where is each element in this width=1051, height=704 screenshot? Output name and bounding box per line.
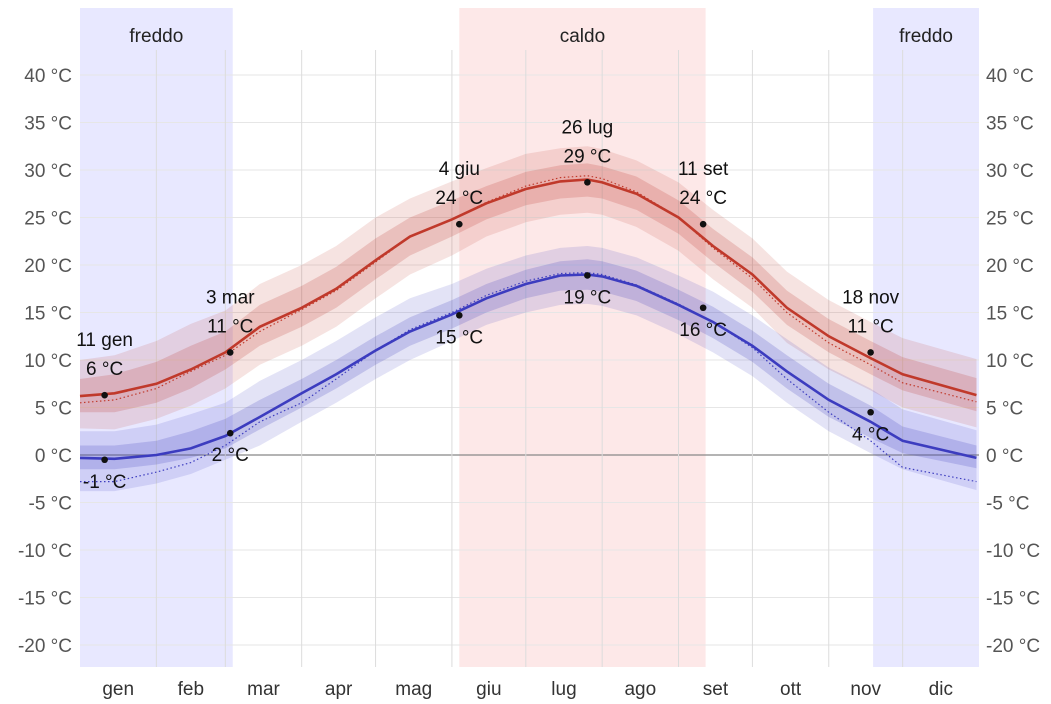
- high-mean-line: [79, 178, 977, 398]
- annotation-value: 11 °C: [847, 316, 893, 337]
- annotation-date: 11 set: [678, 159, 729, 180]
- annotation-value: 4 °C: [852, 424, 889, 445]
- y-tick-label-right: 40 °C: [986, 66, 1034, 87]
- y-tick-label-left: 20 °C: [24, 256, 72, 277]
- y-tick-label-left: 40 °C: [24, 66, 72, 87]
- annotation-point: [456, 220, 463, 228]
- low-mean-line: [79, 273, 977, 461]
- high-dotted-line: [79, 175, 977, 404]
- y-tick-label-right: 10 °C: [986, 351, 1034, 372]
- y-tick-label-right: 20 °C: [986, 256, 1034, 277]
- low-band-10-90: [80, 246, 977, 492]
- annotation-point: [867, 408, 874, 416]
- y-tick-label-right: -20 °C: [986, 636, 1040, 657]
- high-band-25-75: [80, 163, 977, 413]
- y-tick-label-right: 25 °C: [986, 209, 1034, 230]
- month-label: dic: [929, 679, 953, 700]
- annotation-value: 29 °C: [564, 146, 612, 167]
- annotation-point: [456, 312, 463, 319]
- month-label: mag: [395, 679, 432, 700]
- season-label: freddo: [899, 26, 953, 47]
- annotation-date: 3 mar: [206, 287, 255, 308]
- y-tick-label-left: 5 °C: [35, 399, 72, 420]
- month-label: apr: [325, 679, 353, 700]
- y-tick-label-right: 5 °C: [986, 399, 1023, 420]
- y-tick-label-left: -5 °C: [29, 494, 73, 515]
- month-label: ago: [624, 679, 656, 700]
- annotation-point: [699, 304, 707, 312]
- month-label: nov: [850, 679, 881, 700]
- annotation-point: [867, 349, 874, 356]
- annotation-point: [699, 220, 707, 228]
- annotation-value: 19 °C: [564, 287, 612, 308]
- annotation-point: [584, 179, 591, 186]
- annotation-point: [226, 429, 234, 437]
- y-tick-label-left: 10 °C: [24, 351, 72, 372]
- annotation-value: 24 °C: [679, 188, 727, 209]
- season-label: freddo: [129, 26, 183, 47]
- y-tick-label-left: 0 °C: [35, 446, 72, 467]
- high-band-10-90: [80, 146, 977, 430]
- month-label: feb: [178, 679, 204, 700]
- y-tick-label-left: 25 °C: [24, 209, 72, 230]
- month-label: ott: [780, 679, 802, 700]
- y-tick-label-left: 15 °C: [24, 304, 72, 325]
- month-label: lug: [551, 679, 576, 700]
- annotation-value: 24 °C: [435, 188, 483, 209]
- annotation-value: 11 °C: [207, 316, 253, 337]
- y-tick-label-right: 15 °C: [986, 304, 1034, 325]
- season-band: [873, 8, 979, 667]
- annotation-date: 26 lug: [561, 117, 613, 138]
- annotation-point: [101, 391, 108, 399]
- y-tick-label-right: -15 °C: [986, 589, 1040, 610]
- month-label: mar: [247, 679, 280, 700]
- annotation-date: 11 gen: [76, 330, 133, 351]
- month-label: giu: [476, 679, 501, 700]
- y-tick-label-right: 0 °C: [986, 446, 1023, 467]
- y-tick-label-left: -10 °C: [18, 541, 72, 562]
- low-band-25-75: [80, 259, 977, 470]
- annotation-value: 6 °C: [86, 359, 123, 380]
- y-tick-label-left: 35 °C: [24, 114, 72, 135]
- y-tick-label-left: -15 °C: [18, 589, 72, 610]
- y-tick-label-right: -10 °C: [986, 541, 1040, 562]
- y-tick-label-right: 35 °C: [986, 114, 1034, 135]
- annotation-value: -1 °C: [83, 472, 127, 493]
- annotation-value: 16 °C: [679, 320, 727, 341]
- y-tick-label-left: 30 °C: [24, 161, 72, 182]
- annotation-point: [584, 272, 591, 279]
- annotation-point: [101, 456, 108, 464]
- annotation-date: 4 giu: [439, 159, 480, 180]
- month-label: gen: [102, 679, 134, 700]
- month-label: set: [703, 679, 729, 700]
- season-band: [459, 8, 706, 667]
- y-tick-label-left: -20 °C: [18, 636, 72, 657]
- annotation-value: 15 °C: [435, 327, 483, 348]
- y-tick-label-right: -5 °C: [986, 494, 1030, 515]
- annotation-value: 2 °C: [212, 445, 249, 466]
- season-label: caldo: [560, 26, 605, 47]
- y-tick-label-right: 30 °C: [986, 161, 1034, 182]
- annotation-date: 18 nov: [842, 287, 900, 308]
- annotation-point: [226, 349, 234, 356]
